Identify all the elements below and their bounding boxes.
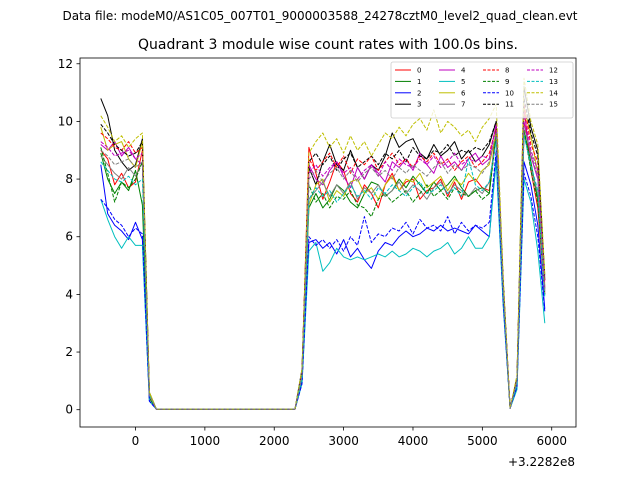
legend-label-3: 3 [417, 101, 421, 109]
y-tick-label: 6 [65, 230, 73, 244]
y-tick-label: 12 [58, 57, 73, 71]
legend-label-5: 5 [461, 78, 465, 86]
series-line-10 [100, 149, 546, 410]
y-tick-label: 0 [65, 403, 73, 417]
legend-label-8: 8 [505, 67, 509, 75]
legend-label-13: 13 [549, 78, 558, 86]
y-tick-label: 2 [65, 345, 73, 359]
legend-label-10: 10 [505, 89, 514, 97]
legend-label-1: 1 [417, 78, 421, 86]
y-tick-label: 4 [65, 287, 73, 301]
legend-label-9: 9 [505, 78, 509, 86]
series-line-14 [100, 77, 546, 410]
legend-label-4: 4 [461, 67, 466, 75]
axes-frame [79, 57, 577, 428]
x-offset-label: +3.2282e8 [508, 455, 575, 469]
legend-label-12: 12 [549, 67, 558, 75]
series-line-15 [100, 126, 546, 410]
x-tick-label: 1000 [190, 434, 221, 448]
legend-label-14: 14 [549, 89, 558, 97]
legend-label-15: 15 [549, 101, 558, 109]
legend-label-6: 6 [461, 89, 466, 97]
x-tick-label: 0 [132, 434, 140, 448]
legend-label-11: 11 [505, 101, 514, 109]
x-tick-label: 2000 [259, 434, 290, 448]
y-tick-label: 10 [58, 114, 73, 128]
x-tick-label: 5000 [467, 434, 498, 448]
file-suptitle: Data file: modeM0/AS1C05_007T01_90000035… [62, 9, 577, 23]
legend-label-0: 0 [417, 67, 421, 75]
legend-label-2: 2 [417, 89, 421, 97]
chart-title: Quadrant 3 module wise count rates with … [138, 37, 518, 53]
x-tick-label: 3000 [328, 434, 359, 448]
y-tick-label: 8 [65, 172, 73, 186]
x-tick-label: 6000 [536, 434, 567, 448]
legend-label-7: 7 [461, 101, 465, 109]
x-tick-label: 4000 [398, 434, 429, 448]
